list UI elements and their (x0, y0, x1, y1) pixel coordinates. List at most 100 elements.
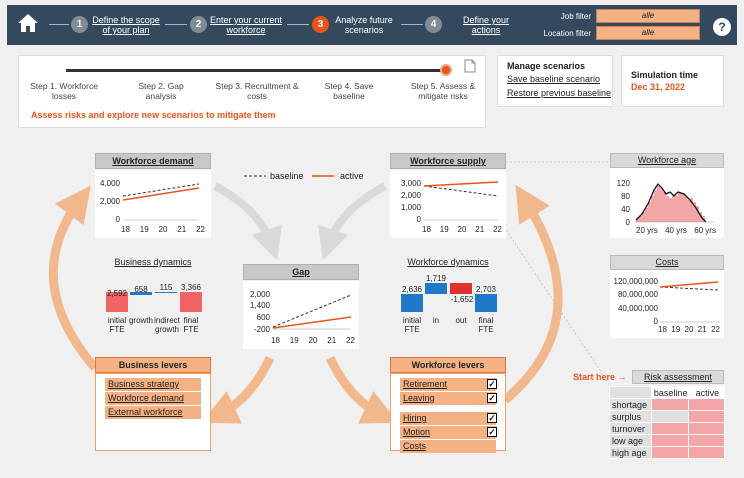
workforce-age-title[interactable]: Workforce age (610, 153, 724, 168)
age-xtick: 40 yrs (665, 226, 687, 235)
risk-cell (687, 410, 726, 423)
lever-leaving[interactable]: Leaving (400, 392, 496, 405)
gap-xtick: 21 (327, 336, 337, 345)
workforce-demand-title[interactable]: Workforce demand (95, 153, 211, 169)
bd-label-final: final FTE (176, 316, 206, 334)
wd-label-out-line1: out (455, 316, 467, 325)
bd-label-final-line1: final (183, 316, 199, 325)
progress-step-1-line1: Step 1. Workforce (30, 81, 98, 91)
progress-hint: Assess risks and explore new scenarios t… (31, 110, 276, 120)
supply-ytick: 2,000 (400, 191, 421, 200)
risk-cell (650, 410, 689, 423)
restore-baseline-link[interactable]: Restore previous baseline (507, 88, 612, 98)
job-filter-label: Job filter (560, 12, 591, 21)
bd-label-indirect: indirect growth (152, 316, 182, 334)
location-filter-input[interactable]: alle (596, 26, 700, 40)
costs-xtick: 22 (711, 325, 720, 334)
progress-step-5: Step 5. Assess & mitigate risks (401, 81, 485, 101)
lever-motion[interactable]: Motion (400, 426, 496, 439)
risk-col-baseline: baseline (650, 386, 689, 399)
demand-ytick: 0 (115, 215, 120, 224)
workforce-dynamics-title[interactable]: Workforce dynamics (407, 257, 489, 267)
legend-baseline-label: baseline (270, 171, 304, 181)
motion-checkbox[interactable]: ✓ (487, 427, 497, 437)
wd-label-out: out (448, 316, 474, 325)
progress-step-3-line2: costs (247, 91, 267, 101)
demand-xticks: 18 19 20 21 22 (121, 225, 205, 234)
bd-label-initial-line2: FTE (109, 325, 125, 334)
bd-label-growth: growth (128, 316, 154, 325)
retirement-checkbox[interactable]: ✓ (487, 379, 497, 389)
costs-xticks: 18 19 20 21 22 (658, 325, 720, 334)
costs-ytick: 0 (653, 317, 658, 326)
business-levers-box: Business strategy Workforce demand Exter… (95, 373, 211, 451)
costs-xtick: 21 (697, 325, 707, 334)
lever-business-strategy[interactable]: Business strategy (105, 378, 201, 391)
manage-scenarios-panel: Manage scenarios Save baseline scenario … (497, 55, 613, 107)
nav-divider (287, 24, 309, 25)
lever-retirement[interactable]: Retirement (400, 378, 496, 391)
bd-bar-final (180, 292, 202, 312)
age-histogram (636, 186, 705, 222)
job-filter-input[interactable]: alle (596, 9, 700, 23)
gap-ytick: 1,400 (249, 301, 270, 310)
document-icon[interactable] (463, 59, 477, 73)
nav-step-4-link[interactable]: Define your actions (453, 15, 519, 35)
top-nav-bar: 1 Define the scope of your plan 2 Enter … (7, 5, 737, 45)
leaving-checkbox[interactable]: ✓ (487, 393, 497, 403)
gap-title[interactable]: Gap (243, 264, 359, 280)
bd-value-initial: 2,592 (106, 289, 128, 298)
progress-step-4: Step 4. Save baseline (309, 81, 389, 101)
progress-step-2-line2: analysis (145, 91, 177, 101)
costs-active-line (659, 281, 719, 288)
business-dynamics-title[interactable]: Business dynamics (114, 257, 192, 267)
save-baseline-link[interactable]: Save baseline scenario (507, 74, 601, 84)
hiring-checkbox[interactable]: ✓ (487, 413, 497, 423)
gap-xtick: 20 (308, 336, 318, 345)
progress-step-2-line1: Step 2. Gap (138, 81, 184, 91)
demand-xtick: 20 (158, 225, 168, 234)
wd-label-in: in (423, 316, 449, 325)
costs-ytick: 80,000,000 (617, 290, 658, 299)
nav-step-1-link[interactable]: Define the scope of your plan (91, 15, 161, 35)
nav-step-4-number: 4 (425, 16, 442, 33)
workforce-age-chart: 120 80 40 0 20 yrs 40 yrs 60 yrs (610, 168, 724, 238)
chart-legend (244, 175, 334, 177)
home-icon[interactable] (17, 12, 39, 34)
wd-label-initial-line1: initial (402, 316, 422, 325)
lever-costs[interactable]: Costs (400, 440, 496, 453)
risk-assessment-title[interactable]: Risk assessment (632, 370, 724, 384)
nav-step-2-link[interactable]: Enter your current workforce (209, 15, 283, 35)
workforce-supply-chart: 3,000 2,000 1,000 0 18 19 20 21 22 (390, 170, 506, 238)
wd-label-initial: initial FTE (397, 316, 427, 334)
supply-xtick: 20 (457, 225, 467, 234)
progress-step-5-line2: mitigate risks (418, 91, 468, 101)
costs-title[interactable]: Costs (610, 255, 724, 270)
business-levers-title: Business levers (95, 357, 211, 373)
lever-external-workforce[interactable]: External workforce (105, 406, 201, 419)
simulation-time-label: Simulation time (631, 70, 699, 80)
demand-chart-svg (122, 183, 200, 221)
bd-label-indirect-line1: indirect (154, 316, 180, 325)
supply-ytick: 3,000 (400, 179, 421, 188)
nav-step-3-line2: scenarios (344, 25, 384, 35)
supply-active-line (423, 181, 499, 187)
legend-active-label: active (340, 171, 364, 181)
progress-step-2: Step 2. Gap analysis (121, 81, 201, 101)
lever-hiring[interactable]: Hiring (400, 412, 496, 425)
risk-cell (650, 398, 689, 411)
costs-xtick: 20 (684, 325, 694, 334)
simulation-time-panel: Simulation time Dec 31, 2022 (621, 55, 724, 107)
wd-value-in: 1,719 (425, 274, 447, 283)
progress-slider-handle[interactable] (440, 64, 452, 76)
bd-label-initial: initial FTE (102, 316, 132, 334)
arrow-levers-to-supply (502, 184, 563, 404)
progress-step-4-line1: Step 4. Save (324, 81, 374, 91)
progress-step-4-line2: baseline (333, 91, 365, 101)
connector-supply-risk (505, 229, 611, 386)
help-icon[interactable]: ? (713, 18, 731, 36)
workforce-supply-title[interactable]: Workforce supply (390, 153, 506, 169)
wd-value-initial: 2,636 (401, 285, 423, 294)
supply-baseline-line (423, 185, 499, 197)
lever-workforce-demand[interactable]: Workforce demand (105, 392, 201, 405)
